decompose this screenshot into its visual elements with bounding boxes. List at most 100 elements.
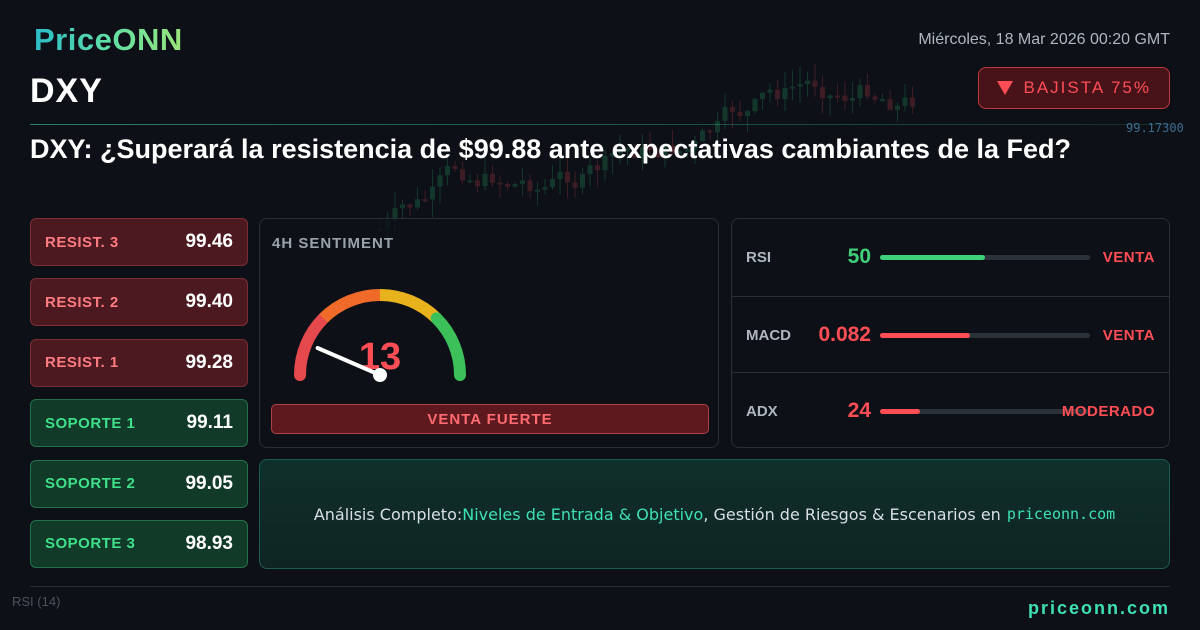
bg-candle-body xyxy=(887,99,893,110)
cta-site-link[interactable]: priceonn.com xyxy=(1006,505,1116,523)
bg-candle-body xyxy=(520,180,525,185)
bg-candle-body xyxy=(610,153,615,157)
headline: DXY: ¿Superará la resistencia de $99.88 … xyxy=(30,134,1071,164)
bg-candle-body xyxy=(760,92,765,100)
level-resist-3: RESIST. 3 99.46 xyxy=(30,218,248,266)
indicator-bar-track xyxy=(880,332,1090,338)
full-analysis-cta[interactable]: Análisis Completo: Niveles de Entrada & … xyxy=(259,459,1170,569)
indicator-name: RSI xyxy=(746,248,772,266)
bg-candle-body xyxy=(670,145,675,153)
sentiment-panel: 4H SENTIMENT 13 VENTA FUERTE xyxy=(259,218,719,448)
bg-candle-body xyxy=(490,173,495,183)
bg-candle-body xyxy=(685,149,690,152)
bg-candle-body xyxy=(437,175,443,187)
bg-indicator-label: RSI (14) xyxy=(12,594,60,609)
bg-candle-body xyxy=(467,180,473,183)
level-value: 99.40 xyxy=(185,291,233,313)
bg-candle-body xyxy=(782,87,788,100)
bg-candle-body xyxy=(707,130,713,133)
bg-candle-body xyxy=(722,106,728,121)
bg-candle-body xyxy=(895,105,900,110)
indicator-name: ADX xyxy=(746,402,778,420)
level-label: RESIST. 3 xyxy=(45,233,119,251)
indicator-bar-track xyxy=(880,254,1090,260)
bg-indicator-name: RSI xyxy=(12,594,34,609)
indicator-signal: VENTA xyxy=(1102,326,1155,344)
bg-candle-body xyxy=(527,180,533,192)
priceonn-logo[interactable]: PriceONN xyxy=(34,22,183,57)
timestamp: Miércoles, 18 Mar 2026 00:20 GMT xyxy=(918,31,1170,48)
bias-badge: BAJISTA 75% xyxy=(978,67,1170,109)
level-value: 99.11 xyxy=(186,412,234,434)
bg-candle-body xyxy=(542,187,548,190)
bg-candle-body xyxy=(497,182,503,185)
bg-candle-body xyxy=(557,171,563,179)
bg-candle-body xyxy=(835,95,840,98)
bg-candle-body xyxy=(865,85,870,97)
bg-candle-body xyxy=(535,189,540,192)
bg-candle-body xyxy=(587,165,593,174)
indicator-row-macd: MACD 0.082 VENTA xyxy=(732,296,1169,373)
bg-candle-body xyxy=(910,97,915,107)
bg-candle-body xyxy=(430,186,435,200)
bg-candle-body xyxy=(752,99,758,112)
bg-candle-body xyxy=(767,89,773,93)
bias-label: BAJISTA 75% xyxy=(1023,78,1151,97)
gauge-hub xyxy=(373,368,387,382)
bg-candle-body xyxy=(415,199,420,208)
bg-candle-body xyxy=(872,96,878,100)
cta-suffix: , Gestión de Riesgos & Escenarios en xyxy=(703,504,1001,524)
bg-candle-body xyxy=(850,98,855,101)
bg-candle-body xyxy=(880,99,885,102)
gauge-needle xyxy=(315,346,382,377)
gauge-segment-orange xyxy=(319,288,381,323)
gauge-segment-red xyxy=(293,312,330,381)
bg-candle-body xyxy=(512,184,518,187)
bg-candle-body xyxy=(805,80,810,85)
bg-candle-body xyxy=(700,130,705,142)
bg-candle-body xyxy=(737,111,743,117)
bg-indicator-period: (14) xyxy=(37,594,61,609)
indicators-panel: RSI 50 VENTA MACD 0.082 VENTA ADX 24 MOD… xyxy=(731,218,1170,448)
sentiment-verdict: VENTA FUERTE xyxy=(271,404,709,434)
level-label: RESIST. 2 xyxy=(45,293,119,311)
level-label: SOPORTE 2 xyxy=(45,475,136,493)
cta-highlight: Niveles de Entrada & Objetivo xyxy=(462,504,704,524)
footer-site-link[interactable]: priceonn.com xyxy=(1027,598,1170,618)
level-resist-1: RESIST. 1 99.28 xyxy=(30,338,248,387)
bg-candle-body xyxy=(452,165,458,170)
bg-candle-body xyxy=(655,150,660,158)
bg-candle-body xyxy=(902,97,908,106)
bg-candle-body xyxy=(812,80,818,87)
bg-candle-body xyxy=(445,165,450,176)
level-support-3: SOPORTE 3 98.93 xyxy=(30,519,248,568)
indicator-bar-fill xyxy=(880,332,971,338)
level-value: 98.93 xyxy=(185,532,233,554)
bg-candle-body xyxy=(400,204,405,209)
indicator-bar-track xyxy=(880,408,1090,414)
bg-candle-body xyxy=(797,84,803,87)
sentiment-title: 4H SENTIMENT xyxy=(272,235,395,252)
level-resist-2: RESIST. 2 99.40 xyxy=(30,278,248,327)
level-support-1: SOPORTE 1 99.11 xyxy=(30,399,248,448)
indicator-value: 0.082 xyxy=(818,323,871,346)
bg-candle-body xyxy=(392,208,398,221)
bg-candle-body xyxy=(677,151,683,154)
indicator-bar-fill xyxy=(880,254,985,260)
sentiment-gauge: 13 xyxy=(293,288,467,382)
bg-candle-body xyxy=(595,165,600,171)
bg-candle-body xyxy=(640,147,645,158)
bg-candle-body xyxy=(460,169,465,181)
level-support-2: SOPORTE 2 99.05 xyxy=(30,459,248,508)
bg-candle-body xyxy=(730,106,735,112)
level-value: 99.46 xyxy=(185,231,233,252)
bg-candle-body xyxy=(572,182,578,188)
bg-candle-body xyxy=(625,148,630,151)
levels-list: RESIST. 3 99.46 RESIST. 2 99.40 RESIST. … xyxy=(30,218,248,580)
bg-candle-body xyxy=(692,141,698,150)
bg-candle-body xyxy=(475,180,480,187)
bg-candle-body xyxy=(745,111,750,117)
bg-candle-body xyxy=(827,95,833,99)
bg-candle-body xyxy=(632,148,638,158)
